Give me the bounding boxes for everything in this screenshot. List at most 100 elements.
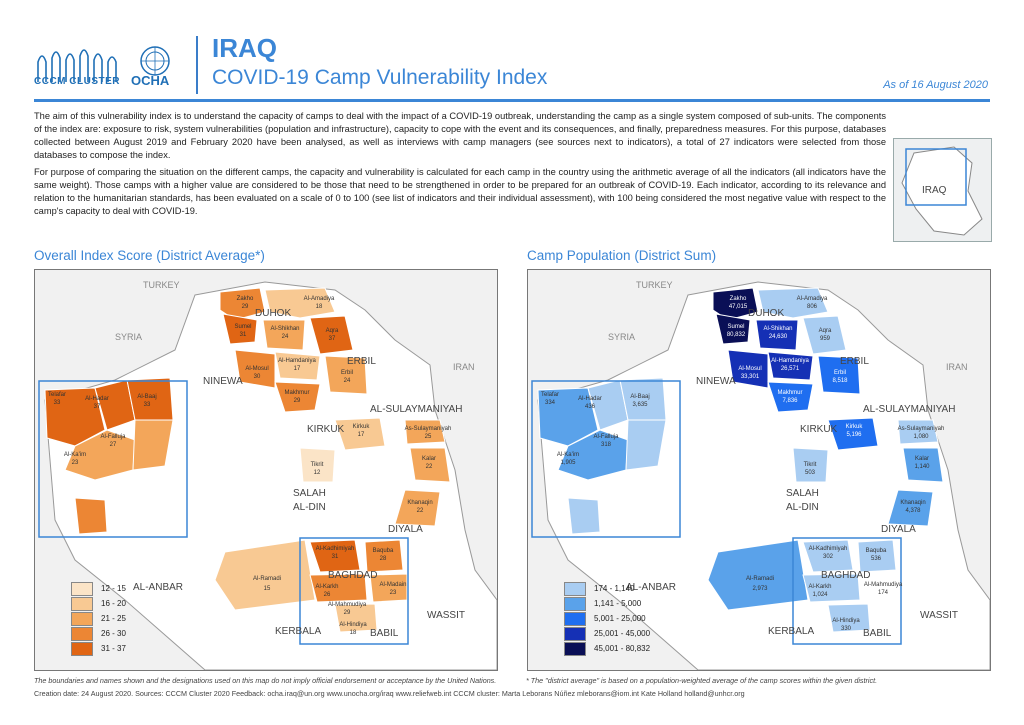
legend-item: 26 - 30 (71, 626, 126, 641)
legend-item: 12 - 15 (71, 581, 126, 596)
right-district-value: 503 (805, 470, 816, 476)
right-district-value: 47,015 (729, 304, 748, 310)
intro-paragraph-2: For purpose of comparing the situation o… (34, 167, 886, 216)
legend-item: 25,001 - 45,000 (564, 626, 650, 641)
right-district-name: Al-Hindiya (832, 618, 860, 624)
un-emblem-icon (140, 46, 170, 76)
left-gov-kirkuk: KIRKUK (307, 424, 345, 435)
left-district-name: As-Sulaymaniyah (405, 426, 452, 432)
right-district-name: Al-Ka'im (557, 452, 579, 458)
left-district-name: Erbil (341, 370, 353, 376)
left-district-name: Kirkuk (353, 424, 371, 430)
right-district-value: 334 (545, 400, 556, 406)
right-district-value: 5,196 (846, 432, 862, 438)
left-gov-kerbala: KERBALA (275, 626, 321, 637)
right-district-value: 302 (823, 554, 834, 560)
right-district-value: 4,378 (905, 508, 921, 514)
left-district-value: 24 (344, 378, 351, 384)
legend-swatch (71, 626, 93, 641)
legend-swatch (564, 596, 586, 611)
left-gov-babil: BABIL (370, 628, 399, 639)
right-district-value: 3,635 (632, 402, 648, 408)
left-district-name: Al-Mahmudiya (328, 602, 367, 608)
legend-swatch (71, 596, 93, 611)
right-district-value: 536 (871, 556, 882, 562)
left-district-value: 28 (380, 556, 387, 562)
left-district-value: 18 (350, 630, 357, 636)
right-gov-salah: SALAH (786, 488, 819, 499)
right-district-name: Al-Mahmudiya (864, 582, 903, 588)
header-divider (196, 36, 198, 94)
right-district-name: Kalar (915, 456, 929, 462)
right-district-name: Erbil (834, 370, 846, 376)
right-district-name: Al-Shikhan (763, 326, 792, 332)
left-district-name: Kalar (422, 456, 436, 462)
right-district-value: 318 (601, 442, 612, 448)
left-district-value: 24 (282, 334, 289, 340)
page-title: COVID-19 Camp Vulnerability Index (212, 66, 548, 89)
right-gov-kerbala: KERBALA (768, 626, 814, 637)
left-gov-baghdad: BAGHDAD (328, 570, 377, 581)
left-district-name: Al-Amadiya (304, 296, 335, 302)
legend-label: 21 - 25 (101, 614, 126, 623)
left-district-value: 23 (72, 460, 79, 466)
right-district-value: 8,518 (832, 378, 848, 384)
left-district-value: 22 (426, 464, 433, 470)
left-district-value: 23 (390, 590, 397, 596)
right-district-value: 959 (820, 336, 831, 342)
right-district-name: Zakho (730, 296, 747, 302)
left-district-value: 18 (316, 304, 323, 310)
ocha-logo-text: OCHA (131, 73, 170, 88)
left-district-value: 30 (254, 374, 261, 380)
left-district-name: Al-Baaj (137, 394, 156, 400)
left-district-value: 33 (144, 402, 151, 408)
legend-label: 25,001 - 45,000 (594, 629, 651, 638)
left-gov-salah: SALAH (293, 488, 326, 499)
footnote: * The "district average" is based on a p… (526, 676, 878, 685)
right-district-value: 1,080 (913, 434, 929, 440)
right-gov-sulaymaniyah: AL-SULAYMANIYAH (863, 404, 955, 415)
right-district-name: Al-Amadiya (797, 296, 828, 302)
creation-and-sources: Creation date: 24 August 2020. Sources: … (34, 689, 745, 698)
left-district-name: Al-Ka'im (64, 452, 86, 458)
right-district-value: 33,301 (741, 374, 760, 380)
left-district-value: 37 (329, 336, 336, 342)
legend-label: 174 - 1,140 (594, 584, 635, 593)
left-district-name: Aqra (326, 328, 339, 334)
left-district-name: Al-Madain (379, 582, 406, 588)
right-district-name: Aqra (819, 328, 832, 334)
left-gov-al-din: AL-DIN (293, 502, 326, 513)
right-map-title: Camp Population (District Sum) (527, 248, 717, 263)
left-district-value: 27 (110, 442, 117, 448)
left-district-name: Makhmur (284, 390, 309, 396)
left-district-value: 17 (358, 432, 365, 438)
left-gov-sulaymaniyah: AL-SULAYMANIYAH (370, 404, 462, 415)
left-country-label-turkey: TURKEY (143, 280, 180, 290)
legend-item: 45,001 - 80,832 (564, 641, 650, 656)
right-district-value: 1,140 (914, 464, 930, 470)
right-gov-duhok: DUHOK (748, 308, 784, 319)
left-map-legend: 12 - 15 16 - 20 21 - 25 26 - 30 31 - 37 (71, 581, 126, 656)
right-district-value: 2,973 (752, 586, 768, 592)
left-district-name: Al-Ramadi (253, 576, 281, 582)
right-gov-ninewa: NINEWA (696, 376, 736, 387)
right-gov-kirkuk: KIRKUK (800, 424, 838, 435)
right-district-value: 174 (878, 590, 889, 596)
legend-item: 174 - 1,140 (564, 581, 650, 596)
intro-text: The aim of this vulnerability index is t… (34, 110, 886, 222)
inset-locator-map: IRAQ (893, 138, 992, 242)
header: CCCM CLUSTER OCHA IRAQ COVID-19 Camp Vul… (0, 0, 1024, 110)
left-country-label-syria: SYRIA (115, 332, 142, 342)
right-district-name: Makhmur (777, 390, 802, 396)
legend-swatch (564, 581, 586, 596)
left-district-name: Al-Hadar (85, 396, 109, 402)
cccm-cluster-logo (37, 49, 117, 82)
left-district-value: 29 (242, 304, 249, 310)
right-district-value: 7,836 (782, 398, 798, 404)
right-district-name: Sumel (727, 324, 744, 330)
intro-paragraph-1: The aim of this vulnerability index is t… (34, 111, 886, 160)
left-district-name: Al-Hindiya (339, 622, 367, 628)
right-district-value: 806 (807, 304, 818, 310)
left-map-title: Overall Index Score (District Average*) (34, 248, 265, 263)
right-district-name: Al-Baaj (630, 394, 649, 400)
